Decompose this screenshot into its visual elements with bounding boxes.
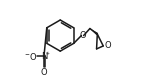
- Text: O: O: [104, 41, 111, 50]
- Text: $^{+}$: $^{+}$: [45, 52, 51, 58]
- Polygon shape: [90, 29, 98, 35]
- Text: N: N: [41, 52, 47, 61]
- Text: O: O: [41, 68, 47, 77]
- Text: O: O: [79, 31, 86, 40]
- Text: $^{-}$O: $^{-}$O: [24, 51, 37, 62]
